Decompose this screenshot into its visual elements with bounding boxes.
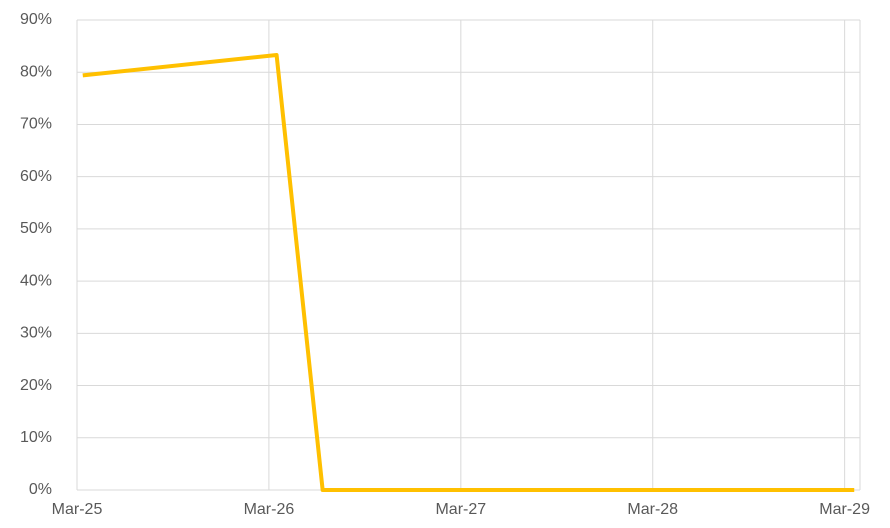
x-tick-label: Mar-25 <box>52 501 103 518</box>
x-tick-label: Mar-26 <box>244 501 295 518</box>
y-tick-label: 50% <box>20 220 52 237</box>
x-tick-label: Mar-27 <box>435 501 486 518</box>
y-tick-label: 80% <box>20 63 52 80</box>
data-line <box>82 52 855 492</box>
y-tick-label: 0% <box>29 481 52 498</box>
y-tick-label: 90% <box>20 11 52 28</box>
y-tick-label: 10% <box>20 429 52 446</box>
y-tick-label: 20% <box>20 377 52 394</box>
y-tick-label: 60% <box>20 168 52 185</box>
y-tick-label: 30% <box>20 325 52 342</box>
x-tick-label: Mar-28 <box>627 501 678 518</box>
y-tick-label: 70% <box>20 116 52 133</box>
x-tick-label: Mar-29 <box>819 501 870 518</box>
y-tick-label: 40% <box>20 272 52 289</box>
